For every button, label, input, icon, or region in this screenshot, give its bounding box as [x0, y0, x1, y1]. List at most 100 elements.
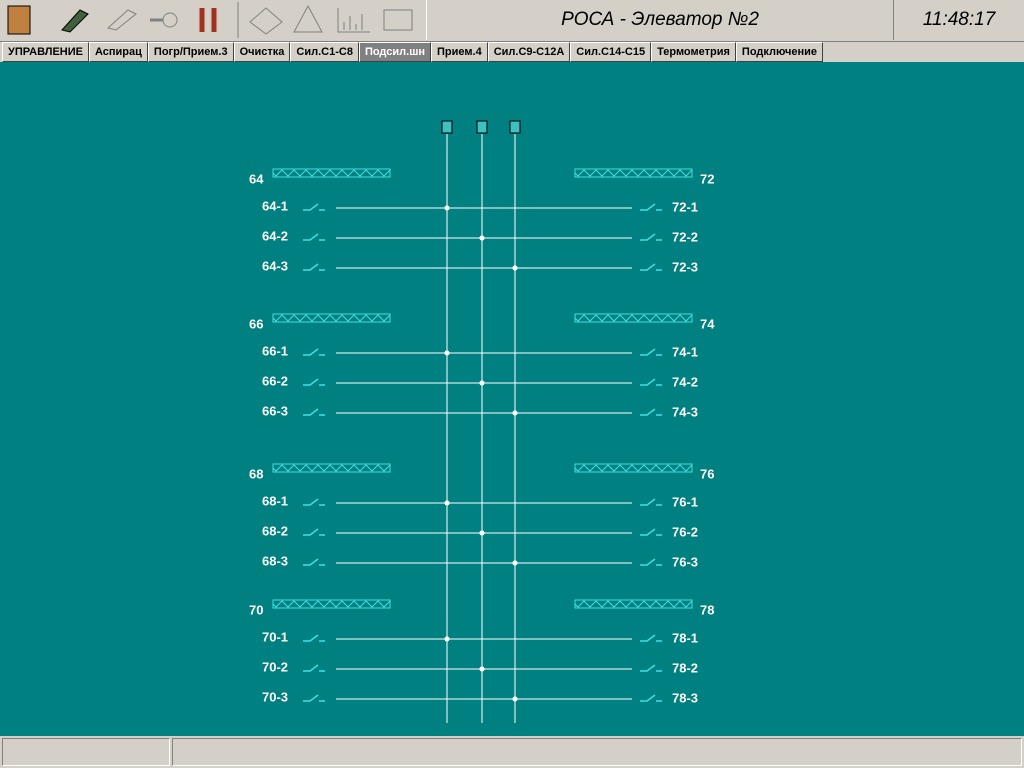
switch-label: 72-1 [672, 199, 698, 214]
conveyor-screw [574, 464, 693, 472]
switch-symbol [303, 203, 325, 211]
switch-label: 76-3 [672, 554, 698, 569]
switch-symbol [303, 498, 325, 506]
tab[interactable]: Подключение [735, 42, 823, 62]
junction [512, 265, 518, 271]
switch-label: 76-1 [672, 494, 698, 509]
group-label: 68 [249, 466, 263, 481]
status-panel [2, 738, 170, 766]
mimic-area: 64 64-1 64-2 64-3 66 66-1 66-2 66-3 68 68-1 68-2 68… [0, 62, 1024, 736]
conveyor-screw [272, 464, 391, 472]
switch-symbol [303, 694, 325, 702]
status-bar [0, 736, 1024, 768]
junction [444, 636, 450, 642]
switch-label: 66-2 [262, 373, 288, 388]
junction [444, 500, 450, 506]
conveyor-screw [272, 314, 391, 322]
switch-label: 74-2 [672, 374, 698, 389]
switch-label: 78-2 [672, 660, 698, 675]
switch-symbol [303, 378, 325, 386]
hand-icon[interactable] [249, 7, 283, 35]
group-label: 78 [700, 602, 714, 617]
switch-symbol [640, 203, 662, 211]
tab[interactable]: Прием.4 [431, 42, 488, 62]
bus-box [509, 120, 521, 134]
conveyor-screw [574, 169, 693, 177]
switch-symbol [640, 664, 662, 672]
switch-symbol [640, 528, 662, 536]
switch-label: 68-3 [262, 553, 288, 568]
junction [512, 410, 518, 416]
junction [479, 380, 485, 386]
switch-label: 68-2 [262, 523, 288, 538]
switch-symbol [640, 558, 662, 566]
tab[interactable]: Термометрия [651, 42, 736, 62]
switch-label: 66-1 [262, 343, 288, 358]
junction [444, 205, 450, 211]
switch-symbol [640, 694, 662, 702]
conveyor-screw [574, 314, 693, 322]
group-label: 64 [249, 171, 264, 186]
group-label: 70 [249, 602, 263, 617]
tab[interactable]: Сил.С1-С8 [290, 42, 359, 62]
junction [512, 696, 518, 702]
tab[interactable]: Очистка [233, 42, 291, 62]
switch-symbol [303, 408, 325, 416]
switch-symbol [640, 408, 662, 416]
switch-label: 68-1 [262, 493, 288, 508]
switch-symbol [303, 528, 325, 536]
switch-symbol [640, 263, 662, 271]
tab[interactable]: Погр/Прием.3 [147, 42, 234, 62]
tab[interactable]: Подсил.шн [358, 42, 432, 62]
tab[interactable]: Сил.С9-С12А [487, 42, 571, 62]
switch-symbol [640, 348, 662, 356]
switch-symbol [303, 263, 325, 271]
key-icon[interactable] [162, 12, 178, 28]
switch-label: 78-1 [672, 630, 698, 645]
conveyor-screw [574, 600, 693, 608]
toolbar: РОСА - Элеватор №2 11:48:17 [0, 0, 1024, 42]
switch-symbol [303, 348, 325, 356]
switch-symbol [303, 558, 325, 566]
tools-icon[interactable] [199, 8, 217, 32]
group-label: 74 [700, 316, 715, 331]
status-panel [172, 738, 1022, 766]
junction [479, 235, 485, 241]
switch-symbol [640, 233, 662, 241]
switch-label: 70-1 [262, 629, 288, 644]
group-label: 72 [700, 171, 714, 186]
switch-symbol [640, 498, 662, 506]
tab[interactable]: УПРАВЛЕНИЕ [2, 42, 89, 62]
switch-symbol [640, 378, 662, 386]
switch-label: 70-2 [262, 659, 288, 674]
junction [444, 350, 450, 356]
switch-label: 72-3 [672, 259, 698, 274]
junction [512, 560, 518, 566]
switch-symbol [303, 634, 325, 642]
switch-label: 64-1 [262, 198, 288, 213]
trend-icon[interactable] [337, 8, 370, 33]
switch-label: 66-3 [262, 403, 288, 418]
switch-symbol [640, 634, 662, 642]
group-label: 76 [700, 466, 714, 481]
conveyor-screw [272, 169, 391, 177]
conveyor-screw [272, 600, 391, 608]
window-title: РОСА - Элеватор №2 [426, 0, 894, 40]
bus-box [476, 120, 488, 134]
warning-icon[interactable] [293, 4, 323, 33]
tab-bar: УПРАВЛЕНИЕ Аспирац Погр/Прием.3 Очистка Сил.… [2, 42, 823, 62]
switch-label: 64-3 [262, 258, 288, 273]
switch-label: 64-2 [262, 228, 288, 243]
junction [479, 666, 485, 672]
exit-icon[interactable] [7, 5, 31, 35]
edit2-icon[interactable] [106, 9, 137, 31]
edit-icon[interactable] [61, 9, 89, 33]
group-label: 66 [249, 316, 263, 331]
tab[interactable]: Сил.С14-С15 [570, 42, 652, 62]
table-icon[interactable] [383, 9, 413, 31]
tab[interactable]: Аспирац [88, 42, 148, 62]
toolbar-icons [7, 2, 413, 38]
bus-box [441, 120, 453, 134]
switch-label: 74-3 [672, 404, 698, 419]
